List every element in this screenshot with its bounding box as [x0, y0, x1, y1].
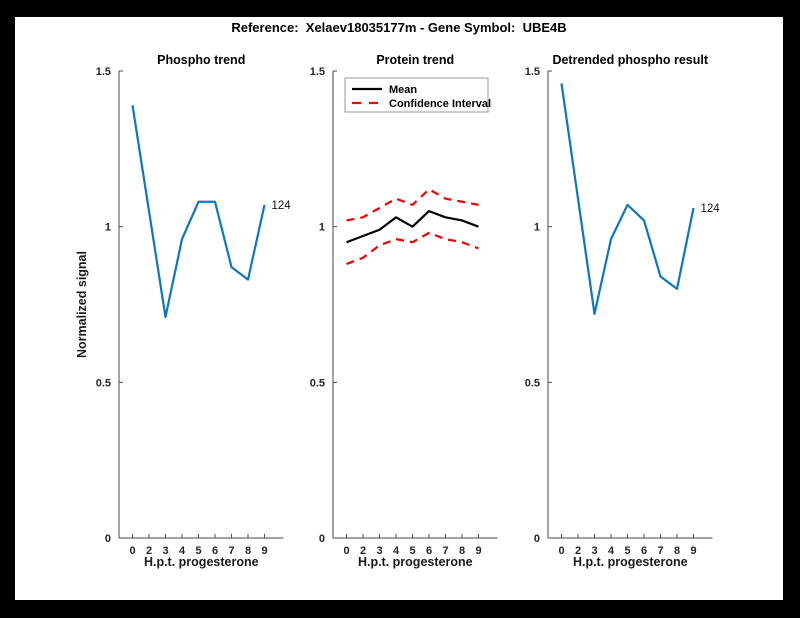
x-tick-label: 3: [376, 545, 382, 557]
x-tick-label: 9: [475, 545, 481, 557]
legend-box: [344, 77, 489, 113]
chart-title: Phospho trend: [157, 53, 245, 67]
x-tick-label: 8: [244, 545, 250, 557]
x-tick-label: 7: [657, 545, 663, 557]
x-tick-label: 7: [442, 545, 448, 557]
x-tick-label: 6: [426, 545, 432, 557]
y-tick-label: 0.5: [310, 377, 325, 389]
x-tick-label: 4: [393, 545, 400, 557]
series-line-0: [560, 83, 695, 315]
x-tick-label: 6: [211, 545, 217, 557]
y-tick-label: 1: [104, 222, 110, 234]
x-tick-label: 4: [608, 545, 615, 557]
x-axis-label: H.p.t. progesterone: [573, 555, 688, 569]
x-tick-label: 2: [360, 545, 366, 557]
legend-label: Mean: [389, 84, 417, 96]
x-tick-label: 8: [459, 545, 465, 557]
y-tick-label: 0.5: [525, 377, 540, 389]
x-tick-label: 5: [624, 545, 630, 557]
legend-label: Confidence Interval: [389, 98, 491, 110]
figure-title: Reference: Xelaev18035177m - Gene Symbol…: [231, 20, 567, 35]
x-tick-label: 9: [690, 545, 696, 557]
y-tick-label: 0: [104, 533, 110, 545]
series-line-0: [346, 210, 479, 244]
x-tick-label: 0: [558, 545, 564, 557]
x-tick-label: 0: [343, 545, 349, 557]
x-tick-label: 6: [641, 545, 647, 557]
x-tick-label: 2: [575, 545, 581, 557]
end-point-label: 124: [701, 203, 721, 215]
series-line-0: [130, 105, 266, 319]
x-tick-label: 5: [409, 545, 415, 557]
y-tick-label: 1.5: [525, 66, 540, 78]
y-tick-label: 0: [319, 533, 325, 545]
protein-trend-chart: 0 0.5 1 1.5 0 2 3 4 5 6 7 8 9 Protein trend H.p.t. pro…: [278, 47, 548, 600]
y-tick-label: 1: [319, 222, 325, 234]
chart-title: Protein trend: [376, 53, 454, 67]
x-tick-label: 0: [129, 545, 135, 557]
y-tick-label: 0: [534, 533, 540, 545]
x-tick-label: 3: [591, 545, 597, 557]
y-tick-label: 1.5: [310, 66, 325, 78]
y-tick-label: 0.5: [95, 377, 110, 389]
x-axis-label: H.p.t. progesterone: [143, 555, 258, 569]
y-axis-label: Normalized signal: [75, 251, 89, 358]
detrended-phospho-chart: 0 0.5 1 1.5 0 2 3 4 5 6 7 8 9 Detrended phospho resul…: [493, 47, 763, 600]
end-point-label: 124: [271, 200, 291, 212]
figure-canvas: Reference: Xelaev18035177m - Gene Symbol…: [15, 17, 783, 600]
phospho-trend-chart: 0 0.5 1 1.5 0 2 3 4 5 6 7 8 9 Phospho trend H.p.t. pro…: [64, 47, 334, 600]
x-axis-label: H.p.t. progesterone: [358, 555, 473, 569]
y-tick-label: 1: [534, 222, 540, 234]
x-tick-label: 9: [261, 545, 267, 557]
x-tick-label: 5: [195, 545, 201, 557]
x-tick-label: 4: [178, 545, 185, 557]
x-tick-label: 8: [674, 545, 680, 557]
x-tick-label: 2: [145, 545, 151, 557]
series-line-2: [346, 231, 479, 266]
chart-title: Detrended phospho result: [552, 53, 708, 67]
x-tick-label: 7: [228, 545, 234, 557]
y-tick-label: 1.5: [95, 66, 110, 78]
series-line-1: [346, 188, 479, 222]
x-tick-label: 3: [162, 545, 168, 557]
